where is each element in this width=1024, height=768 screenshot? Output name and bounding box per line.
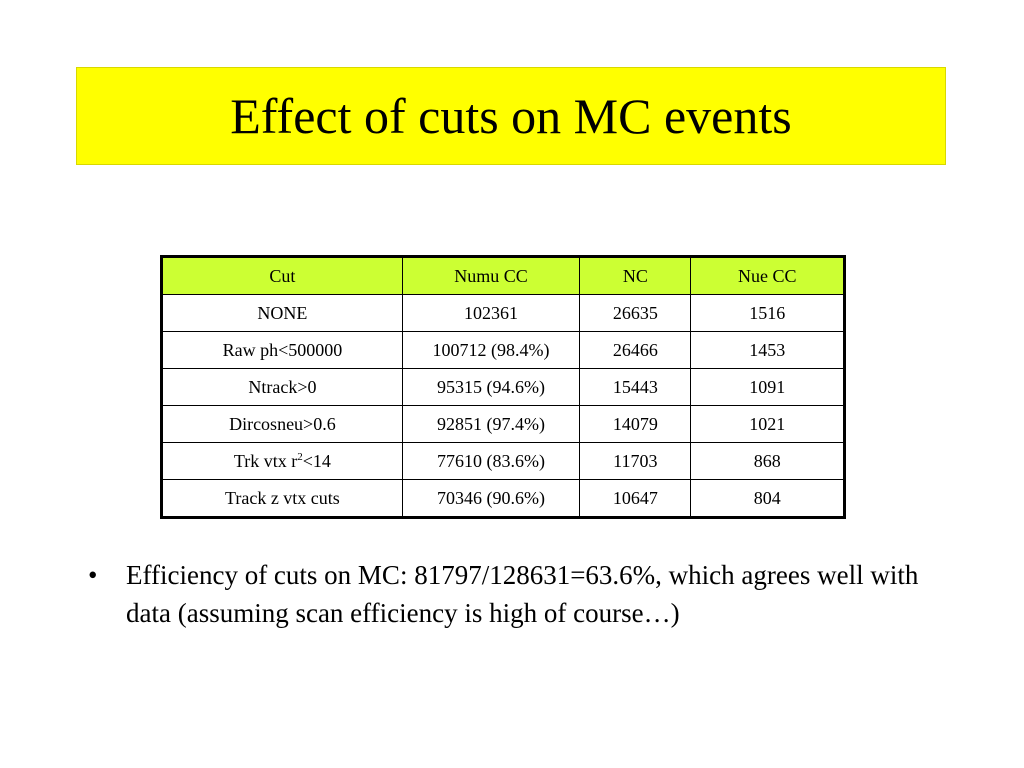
cell-cut: Ntrack>0 — [161, 368, 403, 406]
cell-cut: Raw ph<500000 — [161, 331, 403, 369]
header-nc: NC — [579, 256, 692, 295]
table-row: Track z vtx cuts 70346 (90.6%) 10647 804 — [161, 479, 845, 518]
cell-numu-cc: 70346 (90.6%) — [401, 479, 581, 518]
cut-label: Trk vtx r — [233, 450, 298, 471]
header-nue-cc: Nue CC — [690, 256, 845, 295]
table-row: Trk vtx r2<14 77610 (83.6%) 11703 868 — [161, 442, 845, 480]
cell-numu-cc: 77610 (83.6%) — [401, 442, 581, 480]
cut-label: Raw ph<500000 — [222, 339, 343, 360]
cut-label: NONE — [257, 302, 308, 323]
cut-label: Dircosneu>0.6 — [229, 413, 336, 434]
page-title: Effect of cuts on MC events — [230, 88, 792, 144]
cell-nue-cc: 1453 — [690, 331, 845, 369]
cell-cut: Trk vtx r2<14 — [161, 442, 403, 480]
cell-nc: 14079 — [579, 405, 692, 443]
cut-superscript: 2 — [297, 450, 303, 463]
cell-cut: NONE — [161, 294, 403, 332]
header-cut: Cut — [161, 256, 403, 295]
header-numu-cc: Numu CC — [401, 256, 581, 295]
table-row: Raw ph<500000 100712 (98.4%) 26466 1453 — [161, 331, 845, 369]
bullet-item: • Efficiency of cuts on MC: 81797/128631… — [88, 556, 928, 632]
cell-nc: 26466 — [579, 331, 692, 369]
bullet-marker: • — [88, 560, 98, 590]
table-row: NONE 102361 26635 1516 — [161, 294, 845, 332]
bullet-text: Efficiency of cuts on MC: 81797/128631=6… — [126, 560, 919, 628]
cell-cut: Track z vtx cuts — [161, 479, 403, 518]
title-banner: Effect of cuts on MC events — [76, 67, 946, 165]
cell-nc: 15443 — [579, 368, 692, 406]
cell-numu-cc: 92851 (97.4%) — [401, 405, 581, 443]
table-header-row: Cut Numu CC NC Nue CC — [161, 256, 845, 295]
cut-suffix: <14 — [302, 450, 331, 471]
cell-numu-cc: 100712 (98.4%) — [401, 331, 581, 369]
cell-nue-cc: 868 — [690, 442, 845, 480]
table-row: Ntrack>0 95315 (94.6%) 15443 1091 — [161, 368, 845, 406]
cell-nue-cc: 1091 — [690, 368, 845, 406]
cell-nc: 10647 — [579, 479, 692, 518]
table-row: Dircosneu>0.6 92851 (97.4%) 14079 1021 — [161, 405, 845, 443]
cut-label: Track z vtx cuts — [224, 487, 340, 508]
cell-nue-cc: 1021 — [690, 405, 845, 443]
cut-label: Ntrack>0 — [248, 376, 317, 397]
cell-nue-cc: 804 — [690, 479, 845, 518]
cuts-table: Cut Numu CC NC Nue CC NONE 102361 26635 … — [160, 255, 846, 519]
cell-nc: 11703 — [579, 442, 692, 480]
cell-numu-cc: 102361 — [401, 294, 581, 332]
cell-cut: Dircosneu>0.6 — [161, 405, 403, 443]
cell-numu-cc: 95315 (94.6%) — [401, 368, 581, 406]
cell-nue-cc: 1516 — [690, 294, 845, 332]
cell-nc: 26635 — [579, 294, 692, 332]
